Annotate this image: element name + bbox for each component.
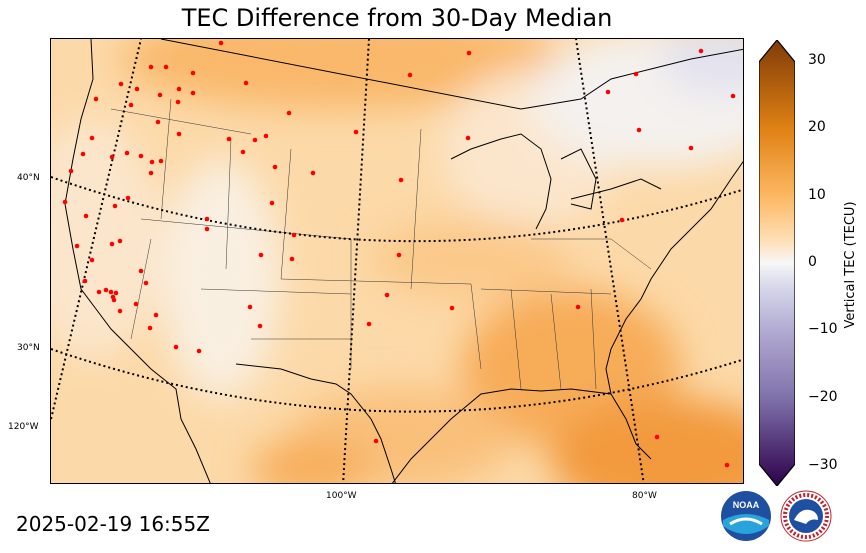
noaa-logo: NOAA bbox=[721, 491, 771, 541]
timestamp: 2025-02-19 16:55Z bbox=[16, 512, 210, 536]
coastlines bbox=[64, 39, 743, 483]
colorbar-tick: 30 bbox=[808, 52, 826, 68]
tec-map-canvas bbox=[51, 39, 743, 483]
lon-label-100w: 100°W bbox=[326, 491, 357, 501]
colorbar-tick: 0 bbox=[808, 254, 817, 270]
map-title: TEC Difference from 30-Day Median bbox=[181, 4, 613, 32]
lon-label-80w: 80°W bbox=[632, 491, 657, 501]
state-borders bbox=[110, 98, 652, 390]
lat-label-40n: 40°N bbox=[17, 173, 40, 183]
colorbar-tick: −20 bbox=[808, 389, 838, 405]
colorbar-tick: 10 bbox=[808, 187, 826, 203]
nws-logo bbox=[780, 490, 832, 542]
colorbar-tick: −10 bbox=[808, 321, 838, 337]
lon-label-120w: 120°W bbox=[8, 422, 39, 432]
graticule bbox=[51, 39, 743, 483]
tec-field-contours bbox=[51, 39, 743, 483]
tec-map bbox=[50, 38, 744, 484]
noaa-logo-text: NOAA bbox=[733, 500, 760, 510]
colorbar-tick: −30 bbox=[808, 457, 838, 473]
colorbar-tick: 20 bbox=[808, 119, 826, 135]
colorbar-label: Vertical TEC (TECU) bbox=[843, 201, 858, 329]
colorbar bbox=[759, 40, 795, 486]
lat-label-30n: 30°N bbox=[17, 343, 40, 353]
station-markers bbox=[62, 40, 736, 468]
